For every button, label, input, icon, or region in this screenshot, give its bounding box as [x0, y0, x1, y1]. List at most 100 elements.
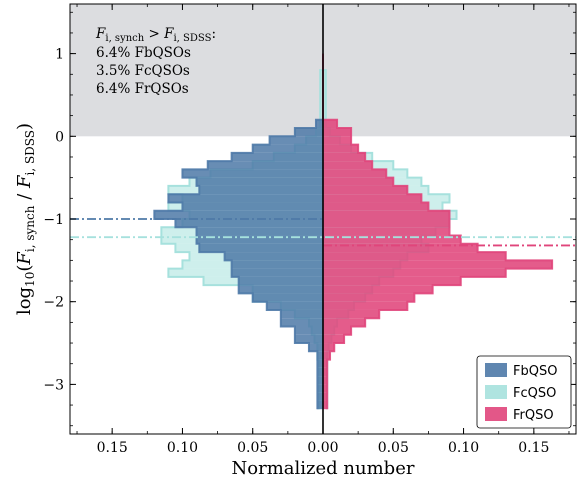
- frqso-bar: [323, 252, 506, 261]
- fbqso-bar: [317, 400, 323, 410]
- legend-label-fbqso: FbQSO: [513, 364, 557, 379]
- frqso-bar: [323, 161, 373, 170]
- frqso-series: [322, 53, 554, 410]
- fbqso-bar: [231, 260, 323, 269]
- fbqso-bar: [294, 128, 323, 137]
- fcqso-right-bar: [323, 78, 326, 87]
- frqso-bar: [323, 119, 338, 129]
- y-axis-title-slash: /: [14, 188, 35, 206]
- fbqso-bar: [308, 343, 323, 352]
- frqso-bar: [323, 326, 352, 335]
- legend: FbQSO FcQSO FrQSO: [476, 355, 572, 429]
- fbqso-bar: [182, 202, 323, 211]
- x-tick-label: 0.15: [97, 440, 128, 456]
- fbqso-bar: [252, 293, 323, 302]
- frqso-bar: [323, 243, 478, 253]
- fbqso-bar: [196, 235, 323, 244]
- frqso-bar: [323, 235, 461, 244]
- annotation-block: Fi, synch > Fi, SDSS: 6.4% FbQSOs 3.5% F…: [95, 26, 216, 97]
- frqso-bar: [323, 210, 450, 219]
- x-tick-label: 0.15: [518, 440, 549, 456]
- fbqso-bar: [317, 359, 323, 368]
- frqso-bar: [323, 128, 352, 137]
- fbqso-bar: [199, 185, 323, 195]
- frqso-bar: [323, 400, 328, 410]
- frqso-bar: [323, 334, 345, 344]
- fbqso-bar: [199, 243, 323, 253]
- fcqso-left-bar: [320, 103, 323, 112]
- frqso-bar: [323, 343, 335, 352]
- x-tick-label: 0.05: [378, 440, 409, 456]
- fbqso-bar: [196, 227, 323, 236]
- y-tick-label: −3: [43, 377, 64, 393]
- y-axis-title-close: ): [14, 123, 35, 130]
- fbqso-bar: [182, 169, 323, 178]
- fcqso-right-bar: [323, 94, 326, 104]
- fbqso-bar: [317, 384, 323, 393]
- histogram-bars: [153, 53, 554, 410]
- fbqso-bar: [317, 392, 323, 401]
- fcqso-right-bar: [323, 86, 326, 95]
- x-tick-label: 0.00: [307, 440, 338, 456]
- frqso-bar: [323, 177, 394, 186]
- frqso-bar: [323, 367, 328, 377]
- x-tick-label: 0.05: [237, 440, 268, 456]
- fbqso-bar: [238, 285, 323, 294]
- fbqso-bar: [238, 276, 323, 286]
- fbqso-bar: [207, 161, 323, 170]
- fbqso-bar: [168, 194, 323, 203]
- annotation-line1: Fi, synch > Fi, SDSS:: [95, 26, 216, 44]
- legend-label-frqso: FrQSO: [513, 408, 554, 423]
- frqso-bar: [323, 136, 352, 145]
- x-tick-label: 0.10: [448, 440, 479, 456]
- fbqso-bar: [315, 119, 323, 129]
- frqso-bar: [323, 301, 408, 310]
- fcqso-left-bar: [320, 94, 323, 104]
- fbqso-bar: [280, 318, 323, 327]
- fbqso-bar: [231, 268, 323, 277]
- frqso-bar: [323, 219, 450, 228]
- frqso-bar: [323, 227, 450, 236]
- x-tick-label: 0.10: [167, 440, 198, 456]
- fbqso-bar: [269, 136, 323, 145]
- y-axis-title: log10(Fi, synch / Fi, SDSS): [14, 123, 37, 315]
- frqso-bar: [323, 293, 415, 302]
- annotation-line4: 6.4% FrQSOs: [96, 81, 189, 97]
- fbqso-outline: [153, 53, 324, 410]
- annotation-line1-colon: :: [211, 26, 216, 42]
- fbqso-bar: [266, 301, 323, 310]
- axis-ticks: 0.15 0.10 0.05 0.00 0.05 0.10 0.15 1 0 −1 −2 −3: [43, 4, 576, 456]
- annotation-line1-den-sub: i, SDSS: [173, 33, 211, 44]
- frqso-bar: [323, 309, 380, 319]
- frqso-bar: [323, 359, 328, 368]
- annotation-line1-num: F: [95, 26, 106, 42]
- legend-swatch-fcqso: [485, 385, 507, 399]
- fbqso-bar: [317, 376, 323, 385]
- frqso-bar: [323, 392, 328, 401]
- fbqso-bar: [196, 177, 323, 186]
- y-axis-title-num: F: [14, 251, 35, 266]
- frqso-bar: [323, 169, 387, 178]
- legend-swatch-fbqso: [485, 363, 507, 377]
- fbqso-bar: [224, 252, 323, 261]
- x-axis-title: Normalized number: [232, 458, 415, 479]
- y-tick-label: 0: [55, 129, 64, 145]
- fbqso-bar: [252, 144, 323, 153]
- frqso-bar: [323, 276, 461, 286]
- frqso-outline: [322, 53, 554, 410]
- annotation-line3: 3.5% FcQSOs: [96, 63, 190, 79]
- frqso-bar: [323, 152, 366, 162]
- annotation-line1-num-sub: i, synch: [105, 33, 144, 44]
- fbqso-bar: [294, 326, 323, 335]
- y-axis-title-den-sub: i, SDSS: [23, 130, 37, 176]
- frqso-bar: [323, 194, 422, 203]
- frqso-bar: [323, 384, 328, 393]
- y-axis-title-open: (: [14, 265, 35, 272]
- annotation-line1-gt: >: [144, 26, 164, 42]
- frqso-bar: [323, 351, 331, 360]
- fbqso-bar: [175, 219, 323, 228]
- y-axis-title-den: F: [14, 174, 35, 189]
- fcqso-left-bar: [320, 70, 323, 79]
